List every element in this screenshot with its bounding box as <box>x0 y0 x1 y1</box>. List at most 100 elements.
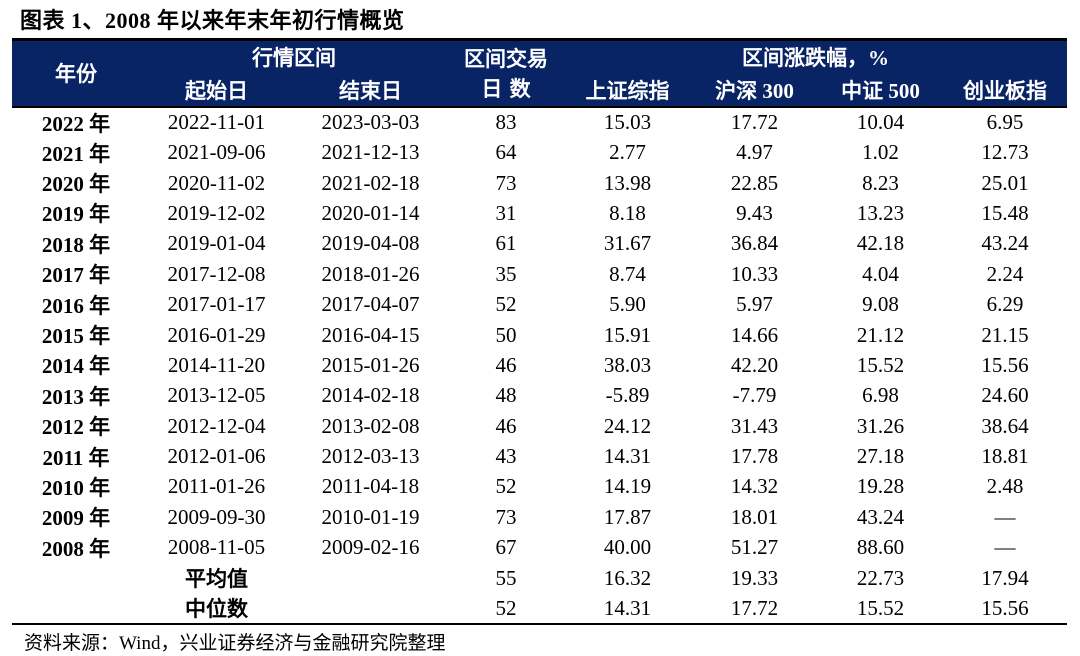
start-date-cell: 2016-01-29 <box>167 322 266 347</box>
end-date-cell: 2013-02-08 <box>321 413 420 438</box>
year-cell: 2009 年 <box>41 506 111 531</box>
table-header: 年份 行情区间 区间交易 日数 区间涨跌幅，% 起始日 结束日 上证综指 沪深 … <box>12 38 1067 108</box>
table-row: 2021 年 2021-09-06 2021-12-13 64 2.77 4.97 1.02… <box>12 138 1067 168</box>
trading-days-cell: 35 <box>495 261 517 286</box>
csi500-cell: 6.98 <box>862 383 899 408</box>
year-cell: 2014 年 <box>41 354 111 379</box>
trading-days-cell: 52 <box>448 593 564 626</box>
start-date-cell: 2019-12-02 <box>167 200 266 225</box>
sse-index-cell: 8.74 <box>609 261 646 286</box>
table-row: 2012 年 2012-12-04 2013-02-08 46 24.12 31.43 31… <box>12 411 1067 441</box>
table-row: 2015 年 2016-01-29 2016-04-15 50 15.91 14.66 21… <box>12 320 1067 350</box>
csi500-cell: 1.02 <box>862 140 899 165</box>
sse-index-cell: 14.19 <box>603 474 652 499</box>
year-cell: 2010 年 <box>41 475 111 500</box>
trading-days-label-line1: 区间交易 <box>464 46 548 71</box>
table-row: 2008 年 2008-11-05 2009-02-16 67 40.00 51.27 88… <box>12 533 1067 563</box>
csi300-cell: 42.20 <box>730 352 779 377</box>
col-group-interval: 行情区间 <box>140 38 448 74</box>
csi300-cell: 17.72 <box>691 593 818 626</box>
chinext-cell: 15.56 <box>981 352 1029 377</box>
trading-days-cell: 64 <box>495 140 517 165</box>
summary-label: 平均值 <box>185 567 248 592</box>
chinext-cell: — <box>994 535 1016 560</box>
col-header-end-date: 结束日 <box>293 73 448 108</box>
sse-index-cell: 38.03 <box>603 352 652 377</box>
sse-index-cell: 15.91 <box>603 322 652 347</box>
start-date-cell: 2021-09-06 <box>167 140 266 165</box>
chinext-cell: 2.24 <box>986 261 1024 286</box>
start-date-cell: 2017-12-08 <box>167 261 266 286</box>
trading-days-cell: 61 <box>495 231 517 256</box>
chinext-cell: 17.94 <box>981 565 1029 590</box>
year-cell: 2016 年 <box>41 293 111 318</box>
table-row: 2020 年 2020-11-02 2021-02-18 73 13.98 22.85 8.… <box>12 168 1067 198</box>
summary-row: 平均值 55 16.32 19.33 22.73 17.94 <box>12 563 1067 593</box>
csi300-cell: 17.78 <box>730 444 779 469</box>
year-cell: 2008 年 <box>41 536 111 561</box>
col-header-chinext: 创业板指 <box>943 73 1067 108</box>
year-cell: 2021 年 <box>41 141 111 166</box>
end-date-cell: 2021-12-13 <box>321 140 420 165</box>
empty-cell <box>293 593 448 626</box>
start-date-cell: 2022-11-01 <box>167 110 266 134</box>
csi500-cell: 9.08 <box>862 292 899 317</box>
col-header-sse-index: 上证综指 <box>564 73 691 108</box>
chinext-cell: 38.64 <box>981 413 1029 438</box>
year-cell: 2018 年 <box>41 232 111 257</box>
summary-row: 中位数 52 14.31 17.72 15.52 15.56 <box>12 593 1067 626</box>
trading-days-cell: 52 <box>495 292 517 317</box>
end-date-cell: 2015-01-26 <box>321 352 420 377</box>
csi500-cell: 43.24 <box>856 504 905 529</box>
csi300-cell: 18.01 <box>730 504 779 529</box>
market-overview-table: 年份 行情区间 区间交易 日数 区间涨跌幅，% 起始日 结束日 上证综指 沪深 … <box>12 38 1067 626</box>
start-date-cell: 2009-09-30 <box>167 504 266 529</box>
chinext-cell: 12.73 <box>981 140 1029 165</box>
col-header-csi300: 沪深 300 <box>691 73 818 108</box>
end-date-cell: 2012-03-13 <box>321 444 420 469</box>
trading-days-cell: 83 <box>495 110 517 134</box>
chinext-cell: 18.81 <box>981 444 1029 469</box>
table-row: 2010 年 2011-01-26 2011-04-18 52 14.19 14.32 19… <box>12 472 1067 502</box>
csi500-cell: 19.28 <box>856 474 905 499</box>
year-cell: 2020 年 <box>41 172 111 197</box>
chinext-cell: 25.01 <box>981 170 1029 195</box>
end-date-cell: 2023-03-03 <box>321 110 420 134</box>
table-row: 2011 年 2012-01-06 2012-03-13 43 14.31 17.78 27… <box>12 441 1067 471</box>
csi300-cell: 9.43 <box>736 200 773 225</box>
year-cell: 2022 年 <box>41 111 111 136</box>
year-cell: 2017 年 <box>41 263 111 288</box>
end-date-cell: 2021-02-18 <box>321 170 420 195</box>
start-date-cell: 2011-01-26 <box>167 474 266 499</box>
sse-index-cell: 2.77 <box>609 140 646 165</box>
chinext-cell: 24.60 <box>981 383 1029 408</box>
table-row: 2013 年 2013-12-05 2014-02-18 48 -5.89 -7.79 6.… <box>12 381 1067 411</box>
csi500-cell: 4.04 <box>862 261 899 286</box>
csi300-cell: 19.33 <box>730 565 779 590</box>
sse-index-cell: -5.89 <box>605 383 650 408</box>
end-date-cell: 2020-01-14 <box>321 200 420 225</box>
start-date-cell: 2014-11-20 <box>167 352 266 377</box>
trading-days-cell: 46 <box>495 413 517 438</box>
end-date-cell: 2014-02-18 <box>321 383 420 408</box>
table-body: 2022 年 2022-11-01 2023-03-03 83 15.03 17.72 10… <box>12 107 1067 626</box>
summary-label: 中位数 <box>140 593 293 626</box>
end-date-cell: 2011-04-18 <box>321 474 420 499</box>
chinext-cell: 15.48 <box>981 200 1029 225</box>
sse-index-cell: 14.31 <box>603 444 652 469</box>
csi300-cell: 14.32 <box>730 474 779 499</box>
csi300-cell: 10.33 <box>730 261 779 286</box>
col-header-year: 年份 <box>12 38 140 108</box>
empty-cell <box>293 563 448 593</box>
trading-days-cell: 46 <box>495 352 517 377</box>
sse-index-cell: 17.87 <box>603 504 652 529</box>
csi300-cell: 22.85 <box>730 170 779 195</box>
start-date-cell: 2019-01-04 <box>167 231 266 256</box>
csi300-cell: 5.97 <box>736 292 773 317</box>
year-cell: 2012 年 <box>41 415 111 440</box>
chinext-cell: 2.48 <box>986 474 1024 499</box>
table-row: 2022 年 2022-11-01 2023-03-03 83 15.03 17.72 10… <box>12 107 1067 138</box>
trading-days-cell: 43 <box>495 444 517 469</box>
table-row: 2017 年 2017-12-08 2018-01-26 35 8.74 10.33 4.0… <box>12 259 1067 289</box>
